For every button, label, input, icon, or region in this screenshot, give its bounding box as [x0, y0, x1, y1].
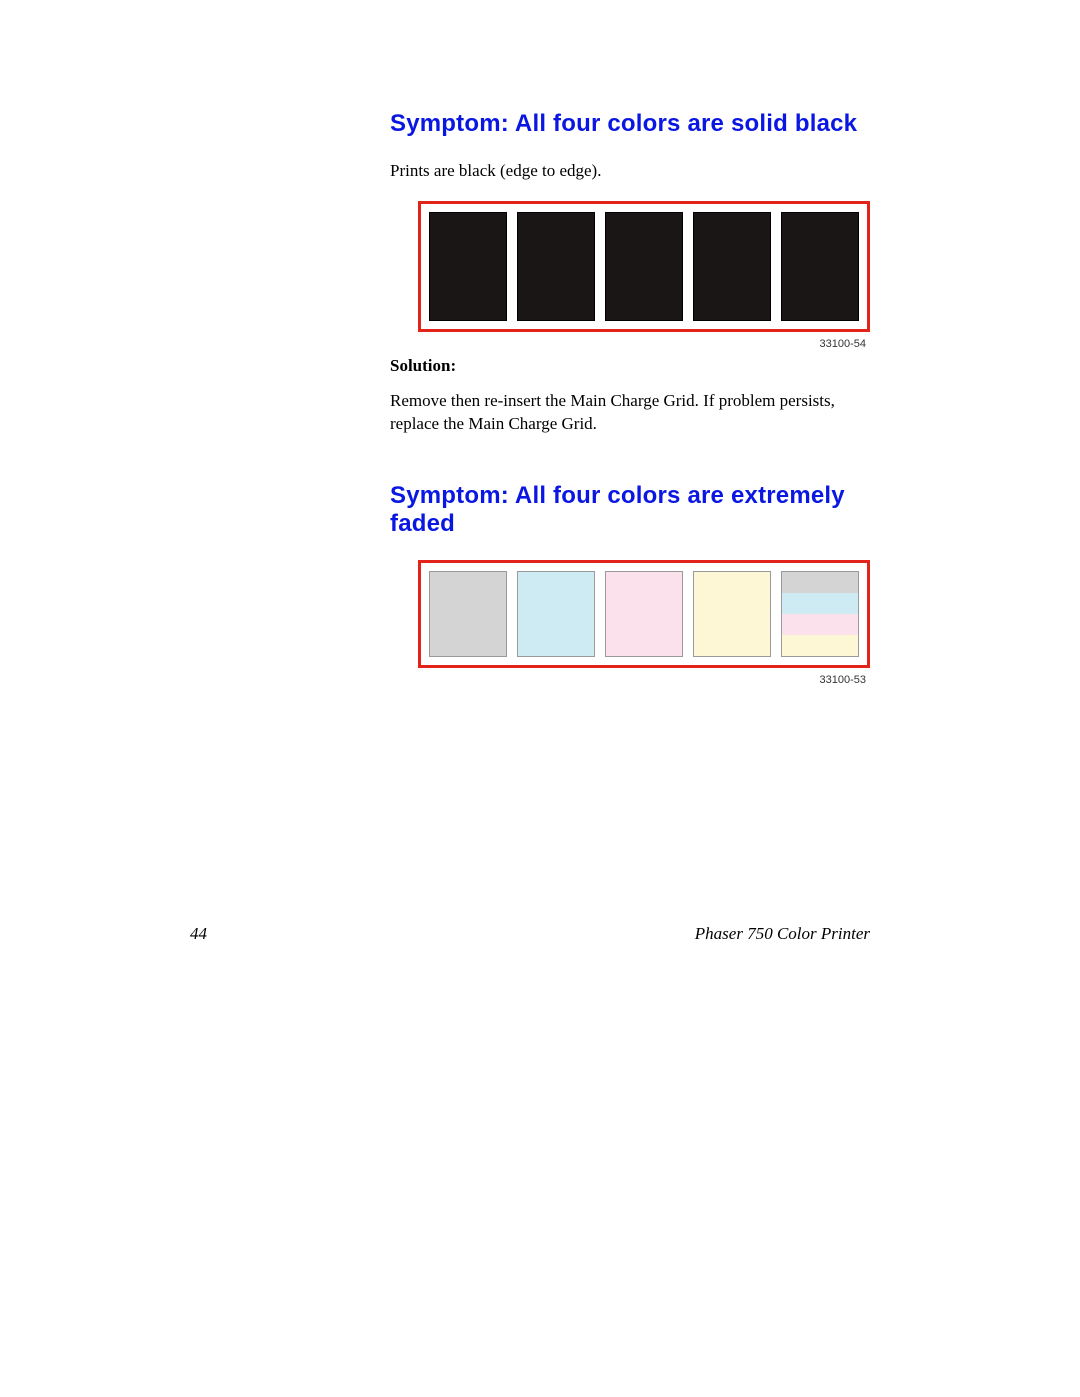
swatch-black [693, 212, 771, 321]
product-name: Phaser 750 Color Printer [695, 924, 870, 944]
swatch-faded-2 [605, 571, 683, 657]
stripe [782, 593, 858, 614]
swatch-faded-0 [429, 571, 507, 657]
stripe [782, 572, 858, 593]
symptom-description-1: Prints are black (edge to edge). [390, 160, 870, 183]
swatch-faded-3 [693, 571, 771, 657]
swatch-black [781, 212, 859, 321]
solution-label: Solution: [390, 356, 870, 376]
figure-2-wrap: 33100-53 [418, 560, 870, 686]
stripe [782, 635, 858, 656]
figure-faded-colors [418, 560, 870, 668]
figure-solid-black [418, 201, 870, 332]
page-number: 44 [190, 924, 207, 944]
solution-text: Remove then re-insert the Main Charge Gr… [390, 390, 870, 436]
symptom-heading-2: Symptom: All four colors are extremely f… [390, 482, 870, 538]
page-footer: 44 Phaser 750 Color Printer [190, 924, 870, 944]
stripe [782, 614, 858, 635]
swatch-black [517, 212, 595, 321]
figure-1-caption: 33100-54 [418, 338, 866, 350]
swatch-black [429, 212, 507, 321]
figure-1-wrap: 33100-54 [418, 201, 870, 350]
swatch-black [605, 212, 683, 321]
figure-2-caption: 33100-53 [418, 674, 866, 686]
swatch-faded-1 [517, 571, 595, 657]
swatch-faded-stripes [781, 571, 859, 657]
document-page: Symptom: All four colors are solid black… [0, 0, 1080, 1397]
symptom-heading-1: Symptom: All four colors are solid black [390, 110, 870, 138]
